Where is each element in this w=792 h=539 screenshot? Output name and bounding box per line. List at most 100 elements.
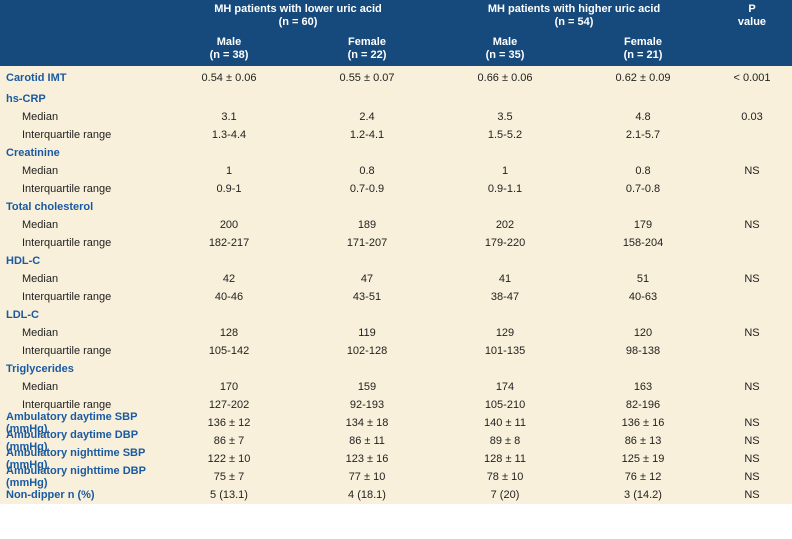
row-hscrp-iqr: Interquartile range 1.3-4.4 1.2-4.1 1.5-… <box>0 126 792 144</box>
row-value: 105-142 <box>160 345 298 357</box>
row-value: 127-202 <box>160 399 298 411</box>
row-value: 1.5-5.2 <box>436 129 574 141</box>
section-label: Triglycerides <box>0 363 160 375</box>
row-value: 41 <box>436 273 574 285</box>
row-value: 0.9-1 <box>160 183 298 195</box>
row-value: 0.62 ± 0.09 <box>574 72 712 84</box>
row-pvalue: < 0.001 <box>712 72 792 84</box>
col3-label: Male <box>493 36 517 48</box>
row-tg-median: Median 170 159 174 163 NS <box>0 378 792 396</box>
row-value: 51 <box>574 273 712 285</box>
row-value: 3 (14.2) <box>574 489 712 501</box>
row-value: 86 ± 11 <box>298 435 436 447</box>
row-value: 0.8 <box>574 165 712 177</box>
row-nondipper: Non-dipper n (%) 5 (13.1) 4 (18.1) 7 (20… <box>0 486 792 504</box>
row-value: 40-63 <box>574 291 712 303</box>
section-label: LDL-C <box>0 309 160 321</box>
row-value: 163 <box>574 381 712 393</box>
row-label: Interquartile range <box>0 399 160 411</box>
row-value: 105-210 <box>436 399 574 411</box>
row-pvalue: NS <box>712 453 792 465</box>
row-label: Interquartile range <box>0 345 160 357</box>
row-value: 0.8 <box>298 165 436 177</box>
row-value: 1.2-4.1 <box>298 129 436 141</box>
header-row-1: MH patients with lower uric acid (n = 60… <box>0 0 792 32</box>
row-ldl-iqr: Interquartile range 105-142 102-128 101-… <box>0 342 792 360</box>
row-value: 136 ± 16 <box>574 417 712 429</box>
row-value: 179-220 <box>436 237 574 249</box>
row-value: 2.1-5.7 <box>574 129 712 141</box>
row-value: 102-128 <box>298 345 436 357</box>
row-value: 174 <box>436 381 574 393</box>
row-label: Median <box>0 381 160 393</box>
row-label: Non-dipper n (%) <box>0 489 160 501</box>
row-hdl-median: Median 42 47 41 51 NS <box>0 270 792 288</box>
row-creat-iqr: Interquartile range 0.9-1 0.7-0.9 0.9-1.… <box>0 180 792 198</box>
row-pvalue: NS <box>712 435 792 447</box>
row-value: 76 ± 12 <box>574 471 712 483</box>
row-hdl-iqr: Interquartile range 40-46 43-51 38-47 40… <box>0 288 792 306</box>
row-anDBP: Ambulatory nighttime DBP (mmHg) 75 ± 7 7… <box>0 468 792 486</box>
row-value: 1 <box>436 165 574 177</box>
row-pvalue: NS <box>712 489 792 501</box>
row-value: 7 (20) <box>436 489 574 501</box>
row-value: 82-196 <box>574 399 712 411</box>
section-label: HDL-C <box>0 255 160 267</box>
group1-title: MH patients with lower uric acid <box>214 3 381 15</box>
section-label: Total cholesterol <box>0 201 160 213</box>
row-value: 122 ± 10 <box>160 453 298 465</box>
section-creat: Creatinine <box>0 144 792 162</box>
row-value: 171-207 <box>298 237 436 249</box>
row-value: 89 ± 8 <box>436 435 574 447</box>
row-value: 129 <box>436 327 574 339</box>
row-label: Interquartile range <box>0 291 160 303</box>
row-value: 134 ± 18 <box>298 417 436 429</box>
pvalue-header: P value <box>712 3 792 29</box>
row-creat-median: Median 1 0.8 1 0.8 NS <box>0 162 792 180</box>
row-label: Carotid IMT <box>0 72 160 84</box>
row-hscrp-median: Median 3.1 2.4 3.5 4.8 0.03 <box>0 108 792 126</box>
row-value: 43-51 <box>298 291 436 303</box>
section-hscrp: hs-CRP <box>0 90 792 108</box>
col3-header: Male (n = 35) <box>436 36 574 62</box>
section-tc: Total cholesterol <box>0 198 792 216</box>
row-label: Median <box>0 273 160 285</box>
row-value: 0.7-0.9 <box>298 183 436 195</box>
row-value: 3.1 <box>160 111 298 123</box>
row-pvalue: NS <box>712 381 792 393</box>
row-value: 4.8 <box>574 111 712 123</box>
row-value: 3.5 <box>436 111 574 123</box>
row-value: 189 <box>298 219 436 231</box>
row-label: Ambulatory nighttime DBP (mmHg) <box>0 465 160 489</box>
row-tc-median: Median 200 189 202 179 NS <box>0 216 792 234</box>
group2-n: (n = 54) <box>555 16 594 28</box>
row-value: 119 <box>298 327 436 339</box>
group2-header: MH patients with higher uric acid (n = 5… <box>436 3 712 29</box>
row-pvalue: NS <box>712 327 792 339</box>
row-value: 75 ± 7 <box>160 471 298 483</box>
group1-n: (n = 60) <box>279 16 318 28</box>
group2-title: MH patients with higher uric acid <box>488 3 660 15</box>
row-value: 0.7-0.8 <box>574 183 712 195</box>
row-value: 5 (13.1) <box>160 489 298 501</box>
row-pvalue: 0.03 <box>712 111 792 123</box>
row-value: 77 ± 10 <box>298 471 436 483</box>
row-value: 86 ± 13 <box>574 435 712 447</box>
clinical-table: MH patients with lower uric acid (n = 60… <box>0 0 792 504</box>
table-body: Carotid IMT 0.54 ± 0.06 0.55 ± 0.07 0.66… <box>0 66 792 504</box>
col3-n: (n = 35) <box>486 49 525 61</box>
row-pvalue: NS <box>712 165 792 177</box>
row-value: 98-138 <box>574 345 712 357</box>
row-value: 4 (18.1) <box>298 489 436 501</box>
row-value: 42 <box>160 273 298 285</box>
row-label: Median <box>0 111 160 123</box>
col1-label: Male <box>217 36 241 48</box>
row-value: 128 ± 11 <box>436 453 574 465</box>
row-value: 158-204 <box>574 237 712 249</box>
row-pvalue: NS <box>712 273 792 285</box>
row-tc-iqr: Interquartile range 182-217 171-207 179-… <box>0 234 792 252</box>
pvalue-bottom: value <box>738 16 766 28</box>
row-value: 47 <box>298 273 436 285</box>
section-hdl: HDL-C <box>0 252 792 270</box>
row-value: 125 ± 19 <box>574 453 712 465</box>
